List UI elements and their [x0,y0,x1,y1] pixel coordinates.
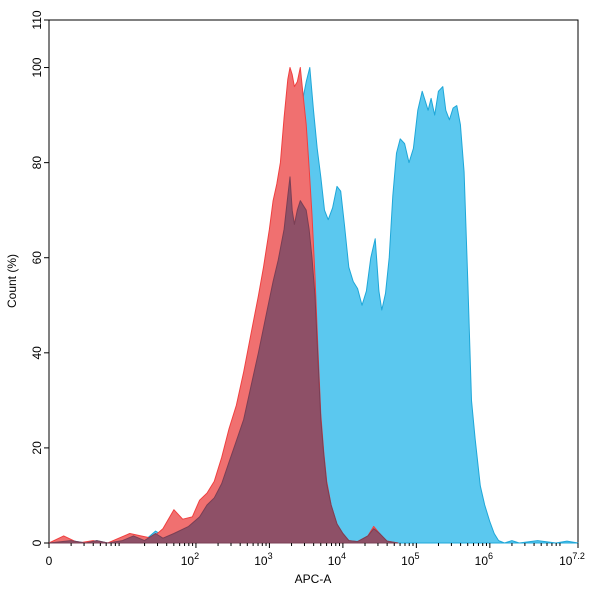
x-tick-label-6: 107.2 [559,551,585,568]
x-tick-label-3: 104 [328,551,346,568]
x-tick-label-4: 105 [401,551,419,568]
series-layer [48,67,579,544]
x-tick-label-2: 103 [254,551,272,568]
y-tick-label-1: 20 [30,441,44,455]
y-tick-label-5: 100 [30,57,44,77]
x-axis-label: APC-A [295,572,332,586]
y-tick-label-3: 60 [30,251,44,265]
x-tick-label-0: 0 [46,554,53,568]
x-axis: 0 102 103 104 105 106 107.2 [46,543,585,568]
y-tick-label-4: 80 [30,156,44,170]
series-area-3 [48,176,399,544]
y-axis-label: Count (%) [5,254,19,308]
y-axis: 0 20 40 60 80 100 110 [30,10,49,546]
y-tick-label-6: 110 [30,10,44,29]
y-tick-label-2: 40 [30,346,44,360]
x-tick-label-5: 106 [475,551,493,568]
x-tick-label-1: 102 [181,551,199,568]
y-tick-label-0: 0 [30,539,44,546]
